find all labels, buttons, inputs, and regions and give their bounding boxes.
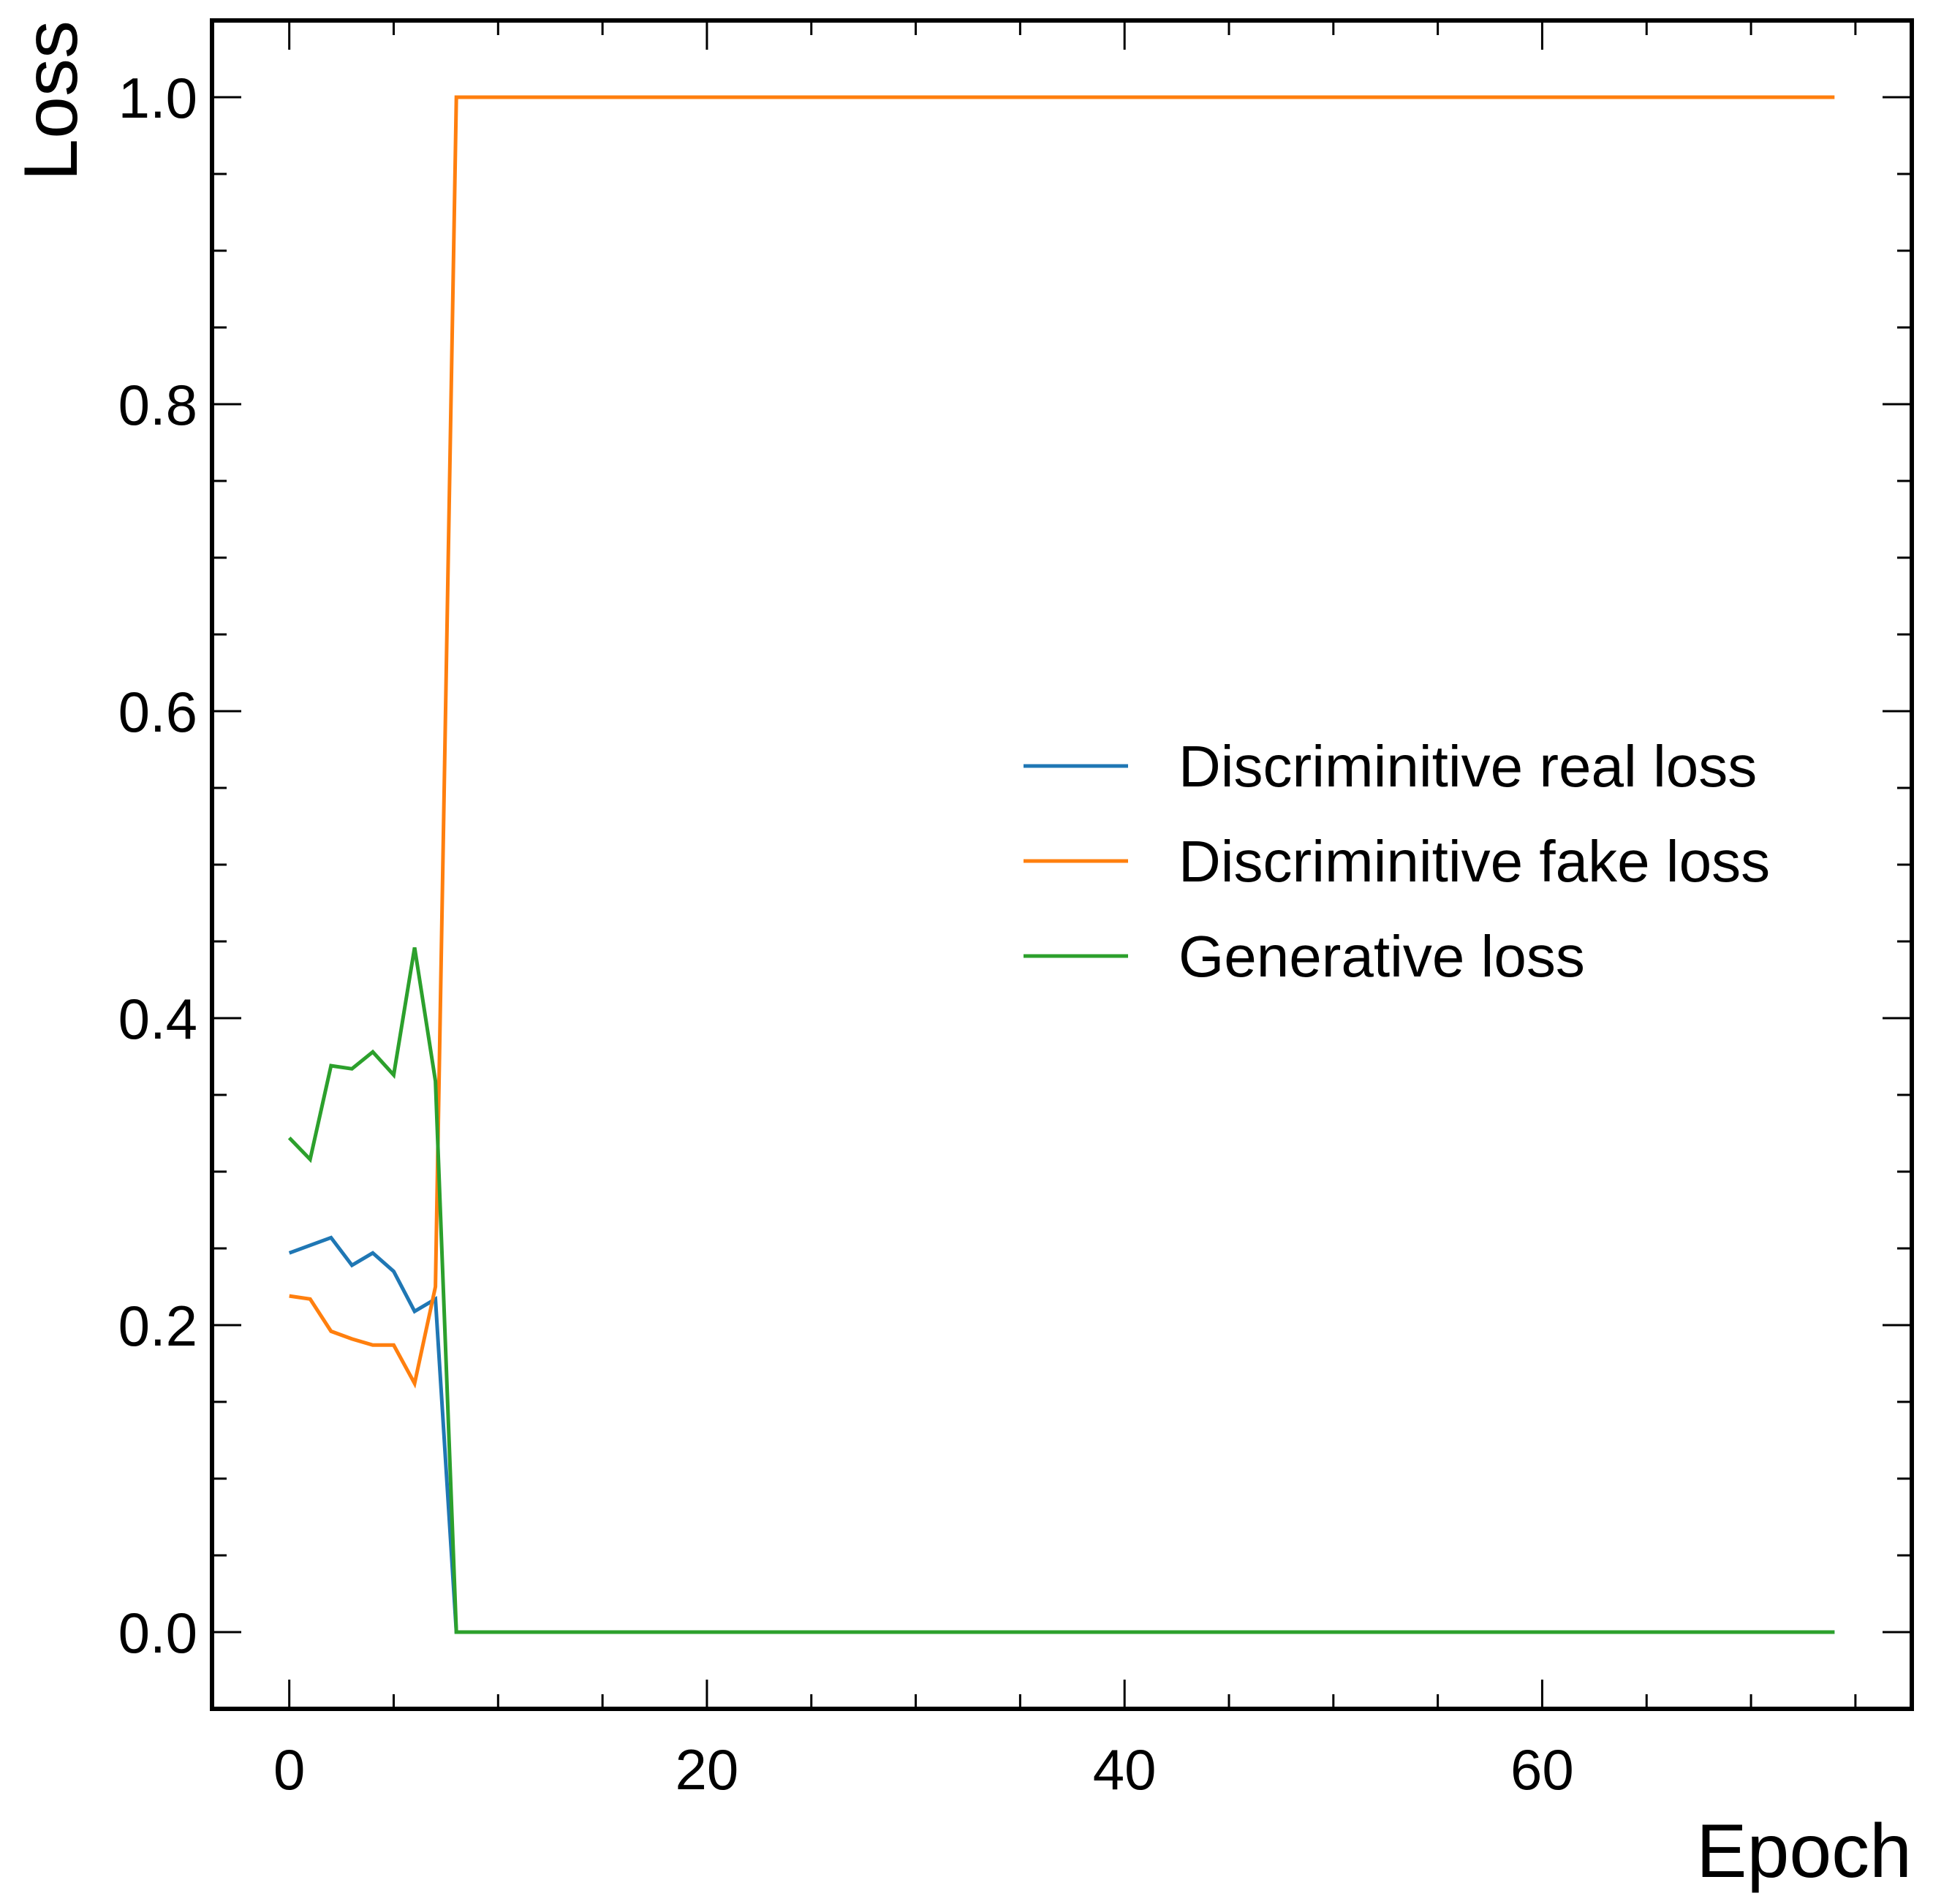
ticks-layer [212, 19, 1912, 1710]
legend-label: Discriminitive fake loss [1179, 829, 1770, 894]
y-tick-label: 0.2 [118, 1294, 197, 1358]
x-tick-label: 20 [676, 1737, 739, 1802]
legend-item-1: Discriminitive real loss [1024, 734, 1757, 799]
y-tick-label: 0.6 [118, 680, 197, 744]
x-tick-label: 40 [1093, 1737, 1157, 1802]
y-tick-label: 0.4 [118, 987, 197, 1051]
x-tick-label: 0 [273, 1737, 305, 1802]
series-line-3 [287, 947, 1835, 1634]
x-axis-label: Epoch [1696, 1809, 1912, 1894]
y-tick-label: 1.0 [118, 66, 197, 130]
legend-item-3: Generative loss [1024, 924, 1585, 989]
x-tick-label: 60 [1510, 1737, 1574, 1802]
series-layer [287, 95, 1835, 1634]
y-axis-label: Loss [9, 20, 94, 181]
tick-label-layer: 0 20 40 60 0.0 0.2 0.4 0.6 0.8 1.0 [118, 66, 1574, 1802]
legend-item-2: Discriminitive fake loss [1024, 829, 1770, 894]
series-line-1 [288, 1235, 1835, 1634]
legend-label: Generative loss [1179, 924, 1585, 989]
legend-label: Discriminitive real loss [1179, 734, 1757, 799]
legend: Discriminitive real loss Discriminitive f… [1024, 734, 1770, 989]
plot-frame [210, 18, 1914, 1711]
y-tick-label: 0.0 [118, 1601, 197, 1665]
y-tick-label: 0.8 [118, 373, 197, 437]
series-line-2 [289, 95, 1835, 1389]
